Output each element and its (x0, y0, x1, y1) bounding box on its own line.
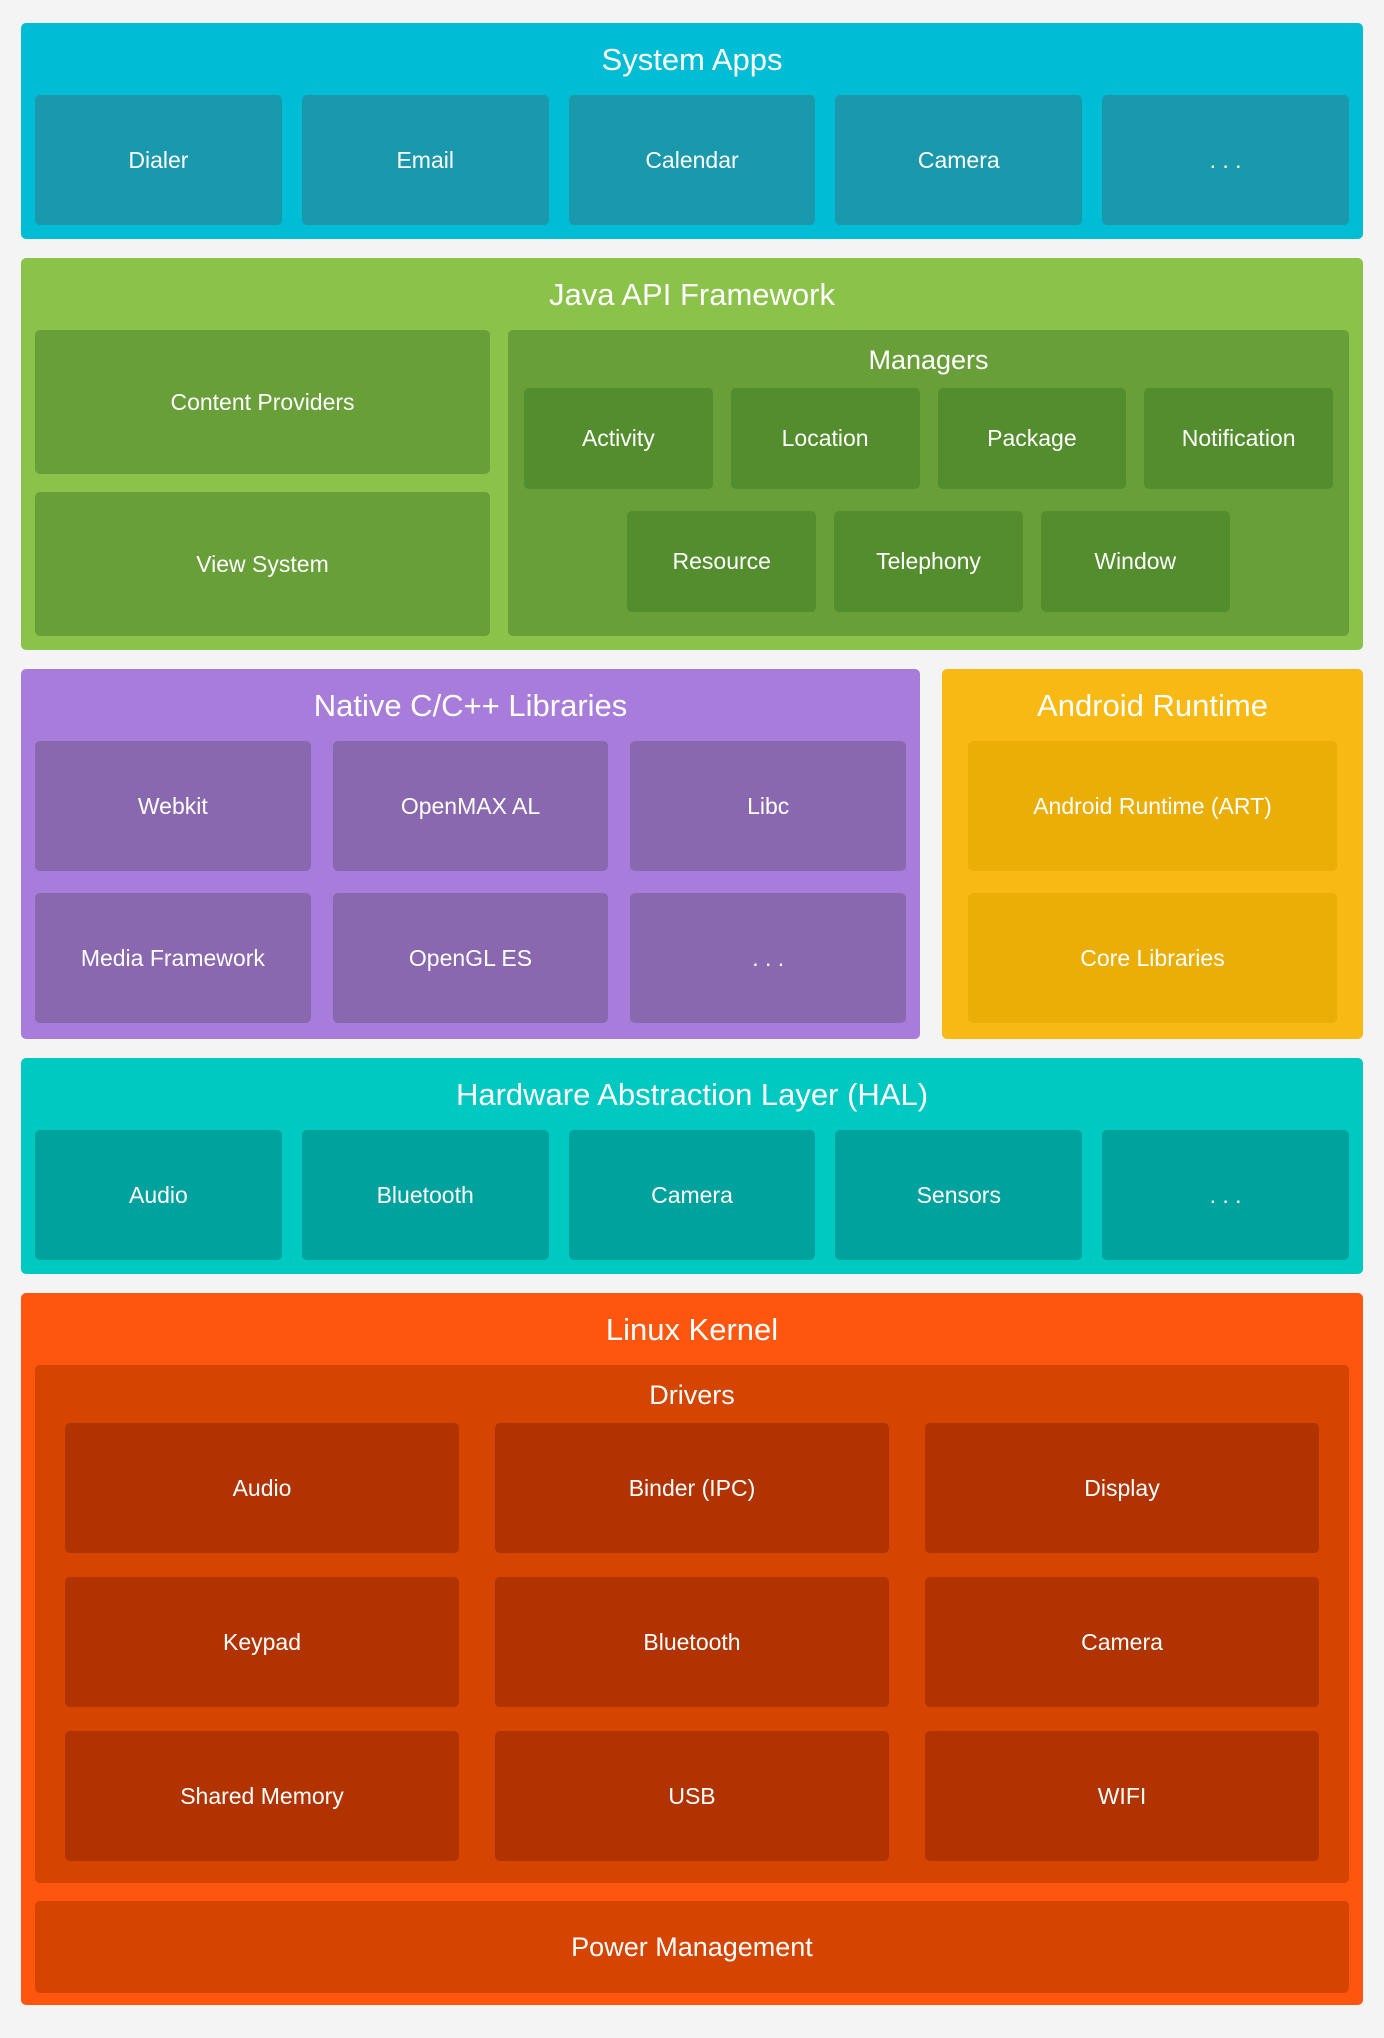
box-email: Email (301, 95, 549, 225)
box-audio-driver: Audio (65, 1423, 459, 1553)
section-native-libraries: Native C/C++ Libraries Webkit OpenMAX AL… (21, 669, 920, 1039)
box-usb-driver: USB (495, 1731, 889, 1861)
hal-box-row: Audio Bluetooth Camera Sensors . . . (35, 1130, 1349, 1260)
box-camera-hal: Camera (568, 1130, 816, 1260)
drivers-group: Drivers Audio Binder (IPC) Display Keypa… (35, 1365, 1349, 1883)
box-keypad-driver: Keypad (65, 1577, 459, 1707)
box-telephony-manager: Telephony (834, 511, 1023, 612)
box-audio-hal: Audio (35, 1130, 282, 1260)
box-camera-app: Camera (835, 95, 1083, 225)
drivers-row-2: Keypad Bluetooth Camera (65, 1577, 1319, 1707)
box-opengl-es: OpenGL ES (332, 893, 609, 1023)
box-resource-manager: Resource (627, 511, 817, 612)
drivers-row-3: Shared Memory USB WIFI (65, 1731, 1319, 1861)
box-wifi-driver: WIFI (925, 1731, 1319, 1861)
box-media-framework: Media Framework (35, 893, 311, 1023)
box-bluetooth-hal: Bluetooth (301, 1130, 549, 1260)
section-system-apps: System Apps Dialer Email Calendar Camera… (21, 23, 1363, 239)
box-bluetooth-driver: Bluetooth (495, 1577, 889, 1707)
box-view-system: View System (35, 492, 490, 636)
section-hal: Hardware Abstraction Layer (HAL) Audio B… (21, 1058, 1363, 1274)
box-activity-manager: Activity (524, 388, 713, 489)
section-linux-kernel: Linux Kernel Drivers Audio Binder (IPC) … (21, 1293, 1363, 2005)
box-location-manager: Location (730, 388, 920, 489)
box-binder-ipc-driver: Binder (IPC) (495, 1423, 889, 1553)
box-openmax-al: OpenMAX AL (332, 741, 609, 871)
section-android-runtime: Android Runtime Android Runtime (ART) Co… (942, 669, 1363, 1039)
box-libc: Libc (630, 741, 907, 871)
box-webkit: Webkit (35, 741, 311, 871)
managers-title: Managers (868, 345, 989, 375)
managers-group: Managers Activity Location Package Notif… (508, 330, 1349, 636)
box-window-manager: Window (1040, 511, 1230, 612)
linux-kernel-title: Linux Kernel (605, 1312, 779, 1347)
box-more-hal: . . . (1102, 1130, 1349, 1260)
box-notification-manager: Notification (1144, 388, 1333, 489)
drivers-title: Drivers (649, 1380, 735, 1410)
native-libs-row-2: Media Framework OpenGL ES . . . (35, 893, 907, 1023)
box-power-management: Power Management (35, 1901, 1349, 1993)
managers-row-1: Activity Location Package Notification (524, 388, 1333, 489)
android-runtime-title: Android Runtime (1037, 688, 1268, 723)
java-api-title: Java API Framework (549, 277, 835, 312)
box-core-libraries: Core Libraries (968, 893, 1337, 1023)
box-calendar: Calendar (568, 95, 816, 225)
drivers-row-1: Audio Binder (IPC) Display (65, 1423, 1319, 1553)
managers-row-2: Resource Telephony Window (524, 511, 1333, 612)
java-api-left-column: Content Providers View System (35, 330, 490, 636)
box-camera-driver: Camera (925, 1577, 1319, 1707)
box-shared-memory-driver: Shared Memory (65, 1731, 459, 1861)
box-package-manager: Package (937, 388, 1127, 489)
box-art: Android Runtime (ART) (968, 741, 1337, 871)
hal-title: Hardware Abstraction Layer (HAL) (455, 1077, 929, 1112)
box-more-apps: . . . (1102, 95, 1349, 225)
box-dialer: Dialer (35, 95, 282, 225)
native-libs-row-1: Webkit OpenMAX AL Libc (35, 741, 907, 871)
box-display-driver: Display (925, 1423, 1319, 1553)
section-java-api-framework: Java API Framework Content Providers Vie… (21, 258, 1363, 650)
native-libraries-title: Native C/C++ Libraries (313, 688, 628, 723)
box-content-providers: Content Providers (35, 330, 490, 474)
system-apps-title: System Apps (601, 42, 783, 77)
java-api-grid: Content Providers View System Managers A… (35, 330, 1349, 636)
box-sensors-hal: Sensors (835, 1130, 1083, 1260)
native-and-runtime-row: Native C/C++ Libraries Webkit OpenMAX AL… (21, 669, 1363, 1039)
system-apps-box-row: Dialer Email Calendar Camera . . . (35, 95, 1349, 225)
box-more-libs: . . . (630, 893, 907, 1023)
